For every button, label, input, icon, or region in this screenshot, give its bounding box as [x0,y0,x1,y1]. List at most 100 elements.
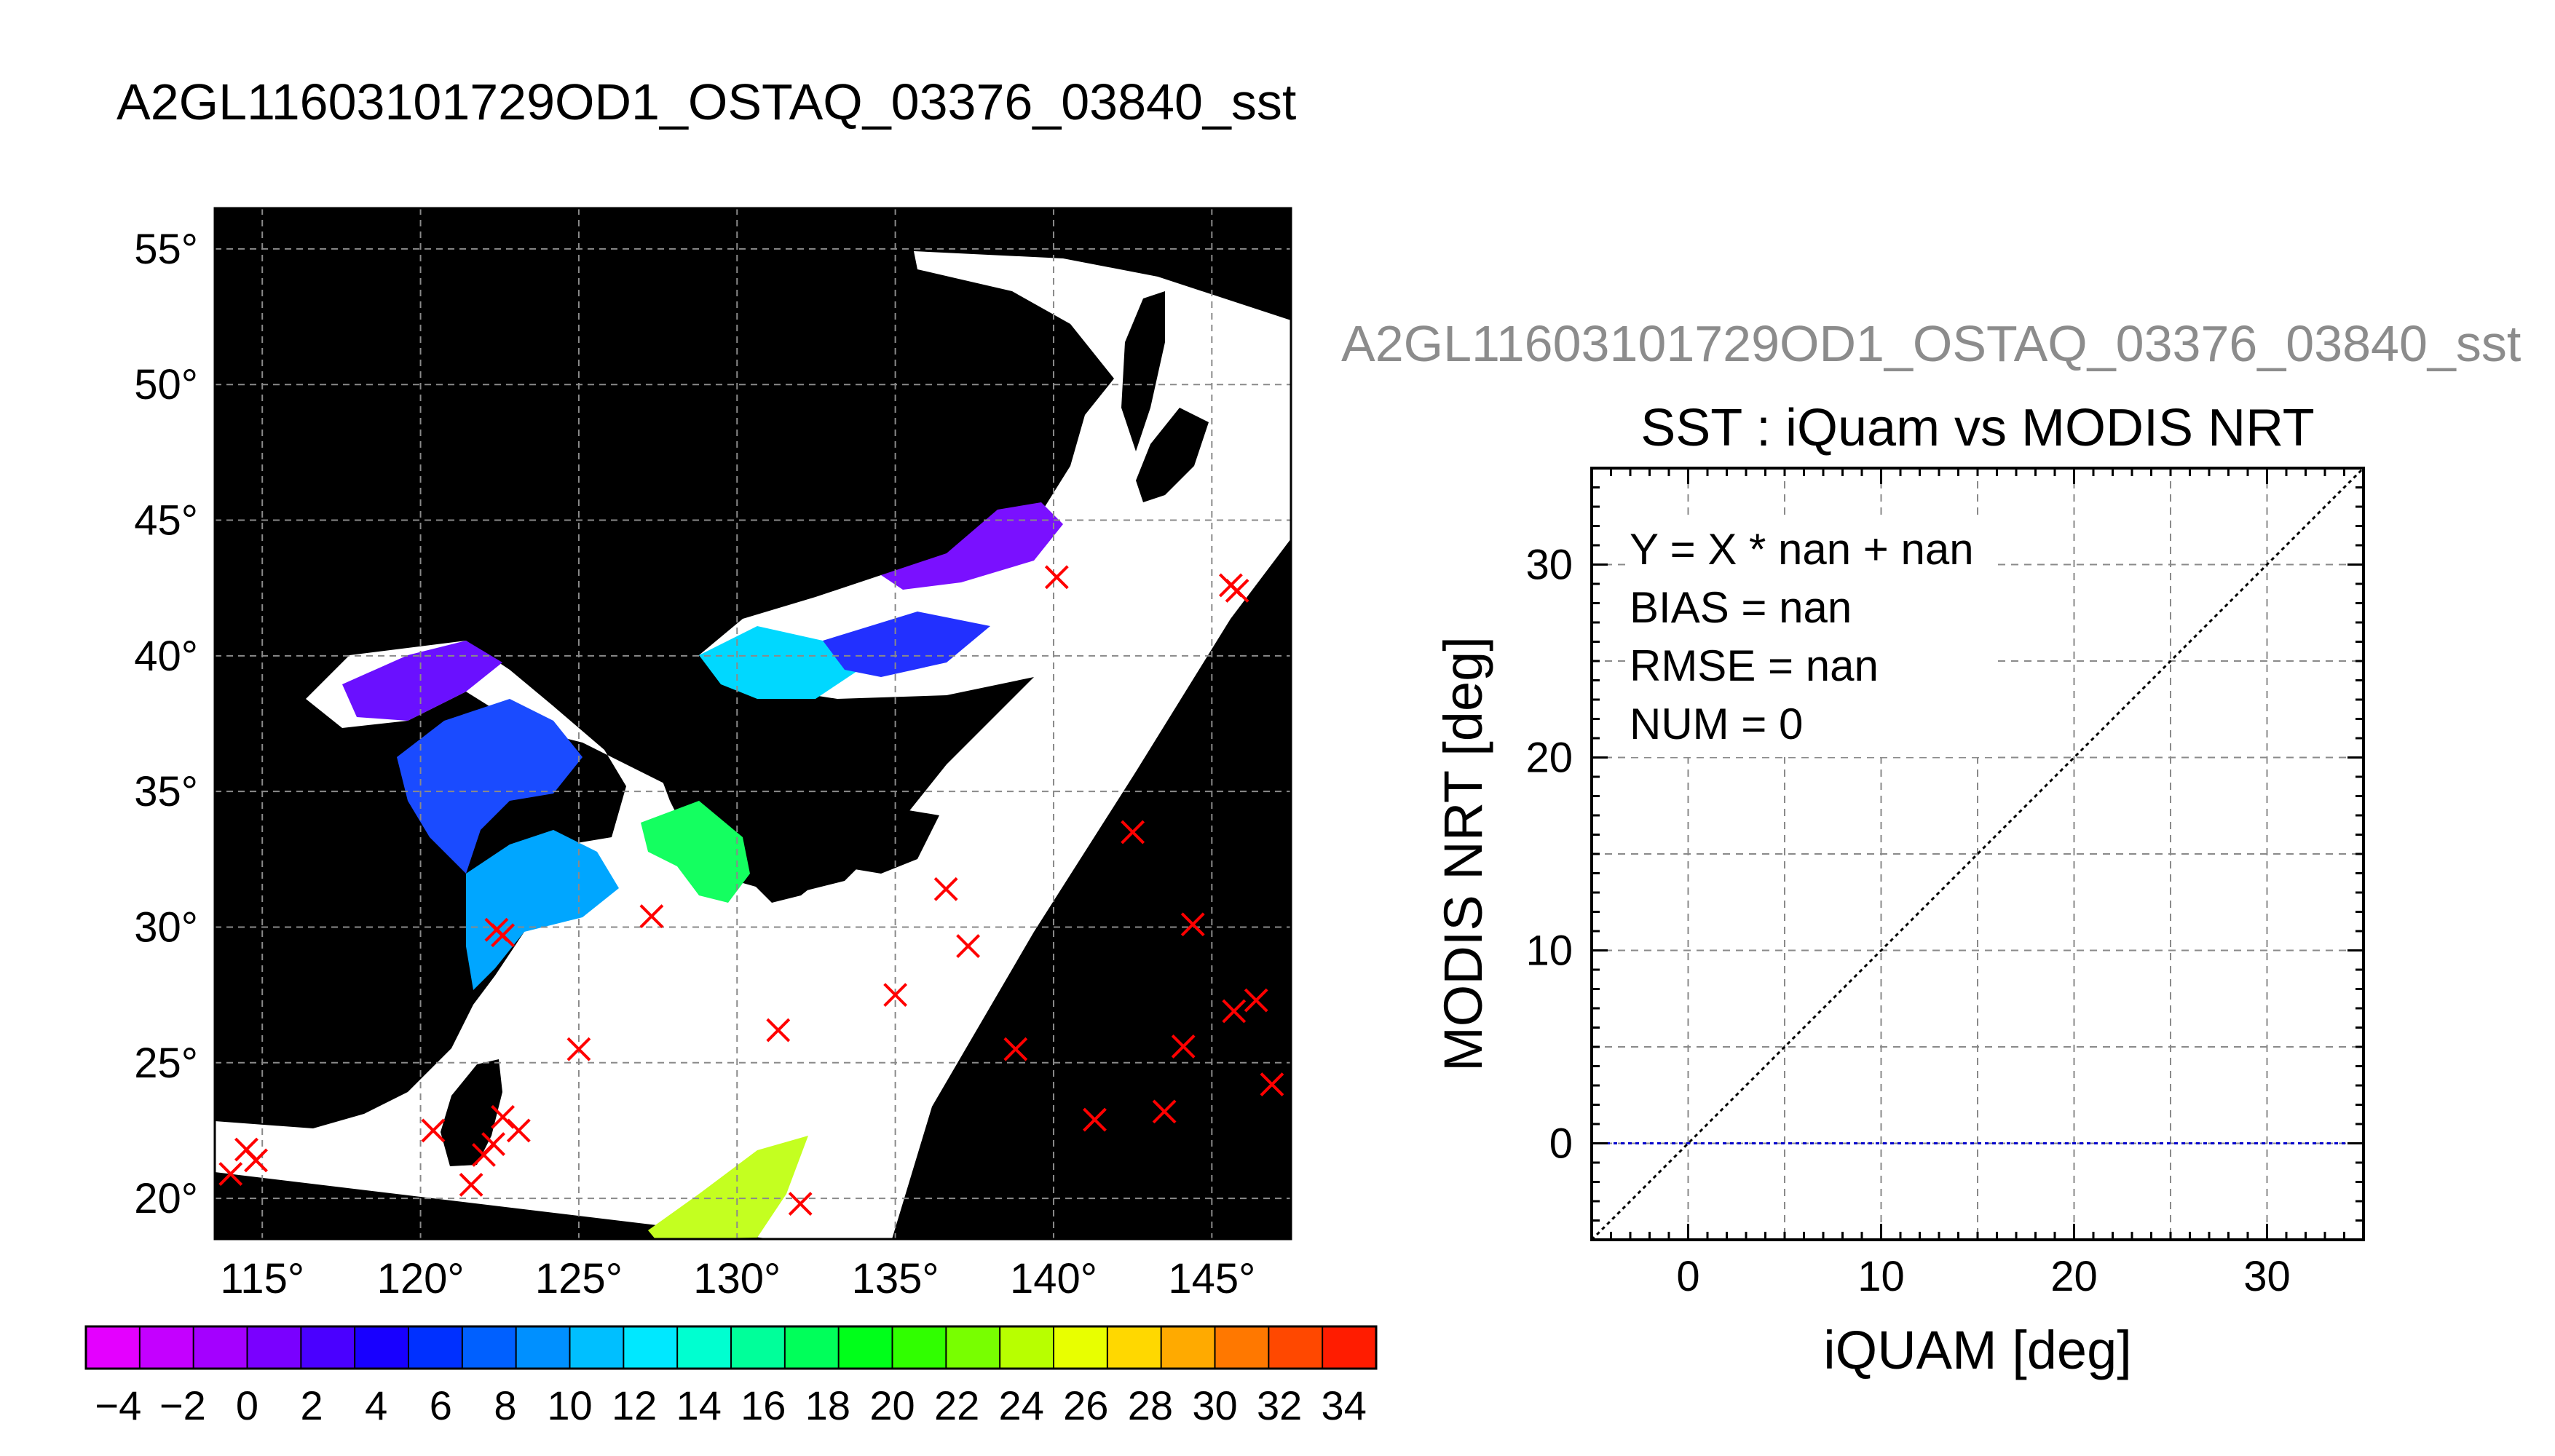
colorbar-swatch [731,1326,786,1369]
sst-bohai [342,641,502,721]
colorbar: −4 −2 0 2 4 6 8 10 12 14 16 18 20 22 24 26 28 30 32 34 [84,1325,1378,1428]
colorbar-swatch [1268,1326,1323,1369]
lon-tick-label: 125° [535,1255,623,1302]
buoy-marker [491,923,515,948]
colorbar-tick-label: 4 [365,1382,387,1428]
colorbar-tick-label: 8 [494,1382,516,1428]
buoy-marker [1121,820,1145,844]
buoy-marker [218,1162,243,1186]
scatter-grid [1592,468,2364,1240]
colorbar-swatch [1161,1326,1215,1369]
buoy-marker [1171,1034,1196,1059]
buoy-marker [459,1173,483,1197]
colorbar-tick-label: 32 [1257,1382,1302,1428]
colorbar-swatch [892,1326,947,1369]
buoy-marker [566,1037,591,1061]
buoy-marker [421,1118,446,1143]
y-axis-label: MODIS NRT [deg] [1433,636,1493,1072]
colorbar-swatch [355,1326,409,1369]
lat-tick-label: 30° [134,903,198,951]
colorbar-frame [84,1325,1378,1370]
sst-sea-of-japan-violet [881,502,1063,590]
lon-tick-label: 120° [377,1255,465,1302]
lat-tick-label: 20° [134,1175,198,1222]
colorbar-swatch [623,1326,678,1369]
buoy-marker [766,1018,791,1042]
sst-map: 20° 25° 30° 35° 40° 45° 50° 55° 115° 120° 125° 130… [134,207,1292,1302]
stats-box: Y = X * nan + nan BIAS = nan RMSE = nan … [1625,517,1997,757]
colorbar-swatch [247,1326,301,1369]
map-frame [213,207,1292,1241]
sst-south-yellow [648,1136,808,1239]
colorbar-swatch [569,1326,624,1369]
lon-tick-label: 135° [852,1255,939,1302]
colorbar-swatch [1215,1326,1269,1369]
sst-sea-of-japan-cyan [699,626,859,699]
colorbar-tick-label: 34 [1322,1382,1367,1428]
lat-tick-label: 25° [134,1040,198,1087]
buoy-marker [1180,912,1205,937]
x-tick-label: 30 [2243,1253,2291,1300]
buoy-marker [244,1148,268,1173]
sst-kuroshio-green [641,801,750,903]
lat-tick-label: 45° [134,497,198,545]
buoy-marker [1225,578,1249,603]
colorbar-swatch [838,1326,893,1369]
buoy-marker [1222,999,1247,1024]
map-lat-labels: 20° 25° 30° 35° 40° 45° 50° 55° [134,226,198,1222]
colorbar-swatch [86,1326,141,1369]
y-tick-label: 30 [1525,542,1573,589]
buoy-marker [1152,1099,1177,1124]
buoy-marker [1244,988,1268,1013]
y-tick-labels: 0 10 20 30 [1525,542,1573,1168]
land-korea [648,713,743,837]
stat-regression: Y = X * nan + nan [1630,525,1974,574]
buoy-marker [481,1132,505,1156]
x-tick-label: 20 [2050,1253,2098,1300]
lon-tick-label: 115° [220,1255,304,1302]
colorbar-swatch [1000,1326,1054,1369]
buoy-marker [933,877,958,901]
colorbar-tick-label: 28 [1128,1382,1173,1428]
colorbar-tick-label: 14 [676,1382,722,1428]
sst-yellow-sea [397,699,583,874]
sst-east-china-sea [466,830,619,990]
buoy-marker [491,1104,515,1129]
lon-tick-label: 140° [1010,1255,1097,1302]
land-hokkaido [1136,408,1209,502]
colorbar-swatch [516,1326,570,1369]
map-markers [218,565,1284,1216]
buoy-marker [788,1192,813,1216]
colorbar-swatch [946,1326,1000,1369]
colorbar-swatch [301,1326,355,1369]
x-tick-labels: 0 10 20 30 [1676,1253,2290,1300]
lat-tick-label: 50° [134,361,198,408]
swath-no-data [215,251,1291,1239]
colorbar-tick-label: 20 [869,1382,915,1428]
buoy-marker [956,934,981,958]
colorbar-tick-label: −2 [159,1382,206,1428]
colorbar-swatch [462,1326,517,1369]
colorbar-swatch [139,1326,194,1369]
colorbar-tick-label: 16 [741,1382,786,1428]
right-header: A2GL11603101729OD1_OSTAQ_03376_03840_sst [1341,315,2521,372]
map-grid [215,208,1291,1239]
colorbar-boxes [86,1326,1377,1369]
colorbar-tick-label: 24 [999,1382,1044,1428]
buoy-marker [506,1118,531,1143]
x-tick-label: 10 [1857,1253,1905,1300]
stat-rmse: RMSE = nan [1630,641,1879,690]
colorbar-labels: −4 −2 0 2 4 6 8 10 12 14 16 18 20 22 24 26 28 30 32 34 [95,1382,1366,1428]
buoy-marker [883,983,908,1008]
colorbar-swatch [193,1326,248,1369]
colorbar-swatch [1322,1326,1377,1369]
lon-tick-label: 130° [693,1255,781,1302]
colorbar-tick-label: −4 [95,1382,141,1428]
colorbar-tick-label: 30 [1192,1382,1237,1428]
land-sakhalin [1121,291,1165,451]
map-lon-labels: 115° 120° 125° 130° 135° 140° 145° [220,1255,1255,1302]
colorbar-tick-label: 22 [934,1382,979,1428]
lat-tick-label: 40° [134,633,198,680]
buoy-marker [1260,1072,1284,1097]
colorbar-swatch [1054,1326,1108,1369]
